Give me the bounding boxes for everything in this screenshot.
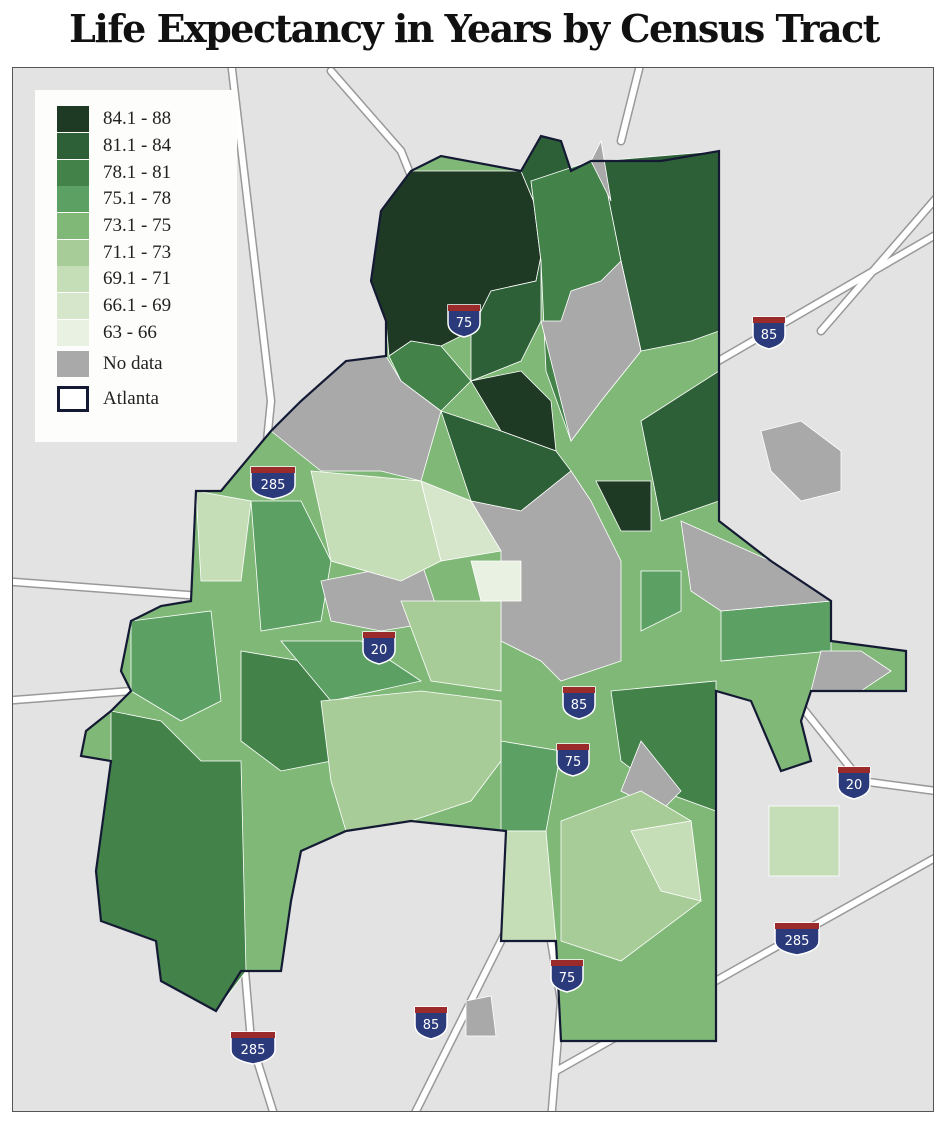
svg-text:85: 85 [423, 1018, 440, 1033]
legend-swatch [57, 133, 89, 160]
map-title: Life Expectancy in Years by Census Tract [69, 6, 880, 51]
legend-item: 78.1 - 81 [57, 159, 237, 186]
interstate-shield-icon: 75 [550, 959, 584, 993]
svg-text:285: 285 [261, 478, 286, 493]
legend: 84.1 - 88 81.1 - 84 78.1 - 81 75.1 - 78 73.1… [35, 90, 237, 442]
legend-swatch [57, 350, 89, 377]
legend-label: 81.1 - 84 [103, 135, 172, 157]
legend-item: 73.1 - 75 [57, 213, 237, 240]
interstate-shield-icon: 75 [556, 743, 590, 777]
legend-swatch [57, 106, 89, 133]
legend-no-data: No data [57, 346, 237, 381]
interstate-shield-icon: 20 [837, 766, 871, 800]
legend-swatch [57, 319, 89, 346]
legend-swatch [57, 159, 89, 186]
svg-text:20: 20 [846, 778, 863, 793]
interstate-shield-icon: 85 [752, 316, 786, 350]
legend-label: 63 - 66 [103, 321, 157, 343]
interstate-shield-icon: 285 [230, 1031, 276, 1065]
highway-shields: 75 85 285 20 85 75 20 285 75 85 285 [230, 304, 871, 1065]
interstate-shield-icon: 285 [774, 922, 820, 956]
svg-text:85: 85 [571, 698, 588, 713]
legend-label: 78.1 - 81 [103, 161, 172, 183]
legend-item: 75.1 - 78 [57, 186, 237, 213]
svg-text:20: 20 [371, 643, 388, 658]
interstate-shield-icon: 75 [447, 304, 481, 338]
interstate-shield-icon: 85 [414, 1006, 448, 1040]
census-tracts [80, 135, 907, 1042]
interstate-shield-icon: 20 [362, 631, 396, 665]
legend-item: 81.1 - 84 [57, 133, 237, 160]
legend-label: 71.1 - 73 [103, 241, 172, 263]
legend-item: 66.1 - 69 [57, 293, 237, 320]
legend-swatch [57, 266, 89, 293]
legend-label: 75.1 - 78 [103, 188, 172, 210]
legend-swatch [57, 293, 89, 320]
map-canvas: 75 85 285 20 85 75 20 285 75 85 285 [13, 68, 933, 1111]
legend-item: 71.1 - 73 [57, 239, 237, 266]
svg-text:285: 285 [785, 934, 810, 949]
legend-label: 66.1 - 69 [103, 295, 172, 317]
legend-label: No data [103, 352, 163, 374]
svg-text:85: 85 [761, 328, 778, 343]
map[interactable]: 75 85 285 20 85 75 20 285 75 85 285 84.1 - 88 81.1 … [12, 67, 934, 1112]
legend-item: 69.1 - 71 [57, 266, 237, 293]
legend-label: 69.1 - 71 [103, 268, 172, 290]
legend-label: Atlanta [103, 387, 159, 409]
svg-text:75: 75 [565, 755, 582, 770]
legend-swatch [57, 385, 89, 412]
legend-item: 84.1 - 88 [57, 106, 237, 133]
legend-swatch [57, 213, 89, 240]
interstate-shield-icon: 285 [250, 466, 296, 500]
legend-swatch [57, 186, 89, 213]
legend-label: 73.1 - 75 [103, 215, 172, 237]
legend-atlanta: Atlanta [57, 381, 237, 416]
svg-text:75: 75 [559, 971, 576, 986]
legend-swatch [57, 239, 89, 266]
interstate-shield-icon: 85 [562, 686, 596, 720]
atlanta-boundary [79, 134, 908, 1043]
svg-text:285: 285 [241, 1043, 266, 1058]
legend-item: 63 - 66 [57, 319, 237, 347]
svg-text:75: 75 [456, 316, 473, 331]
legend-label: 84.1 - 88 [103, 108, 172, 130]
